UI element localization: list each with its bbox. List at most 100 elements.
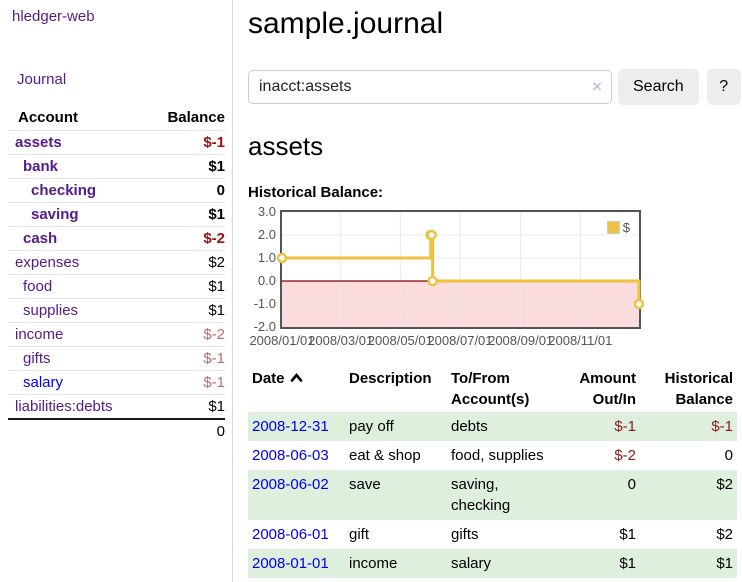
transaction-accounts: food, supplies <box>451 447 544 464</box>
chart-plot-area: $ <box>276 210 645 329</box>
column-header-description[interactable]: Description <box>349 370 432 387</box>
account-row-bank: bank $1 <box>8 154 225 179</box>
transaction-description: income <box>349 555 398 572</box>
accounts-column-header: Account <box>18 109 78 126</box>
date-header-label: Date <box>252 370 285 387</box>
search-form: × Search ? <box>248 69 742 105</box>
account-link-bank[interactable]: bank <box>23 158 59 175</box>
account-balance: 0 <box>147 178 225 203</box>
register-header-row: Date Description To/From Account(s) Amou… <box>248 366 737 412</box>
account-balance: $1 <box>147 298 225 323</box>
account-link-cash[interactable]: cash <box>23 230 58 247</box>
register-row: 2008-06-03 eat & shop food, supplies $-2… <box>248 441 737 470</box>
column-header-accounts[interactable]: To/From Account(s) <box>451 370 530 408</box>
account-row-food: food $1 <box>8 274 225 299</box>
main-content: sample.journal × Search ? assets Histori… <box>234 0 742 578</box>
transaction-description: gift <box>349 526 370 543</box>
account-balance: $-1 <box>147 346 225 371</box>
account-link-assets[interactable]: assets <box>15 134 62 151</box>
account-row-salary: salary $-1 <box>8 370 225 395</box>
app-brand-link[interactable]: hledger-web <box>12 8 95 25</box>
register-row: 2008-06-01 gift gifts $1 $2 <box>248 520 737 549</box>
transaction-description: save <box>349 476 381 493</box>
historical-balance-chart: 3.0 2.0 1.0 0.0 -1.0 -2.0 $ 2008/01/01 2008/03… <box>248 205 648 350</box>
sidebar: hledger-web Journal Account Balance asse… <box>0 0 233 582</box>
transaction-amount: $-1 <box>614 418 636 435</box>
y-tick-label: 3.0 <box>257 204 276 219</box>
account-balance: $2 <box>147 250 225 275</box>
account-link-expenses[interactable]: expenses <box>15 254 80 271</box>
account-balance: $-1 <box>147 370 225 395</box>
transaction-amount: 0 <box>627 476 636 493</box>
account-balance: $-2 <box>147 226 225 251</box>
account-page-title: assets <box>248 131 324 161</box>
account-row-expenses: expenses $2 <box>8 250 225 275</box>
x-tick-label: 2008/03/01 <box>308 333 374 348</box>
account-link-saving[interactable]: saving <box>31 206 79 223</box>
balance-column-header: Balance <box>167 109 225 126</box>
account-link-liabilities-debts[interactable]: liabilities:debts <box>15 398 113 415</box>
account-balance: $1 <box>147 394 225 419</box>
column-header-amount[interactable]: Amount Out/In <box>579 370 636 408</box>
transaction-balance: $-1 <box>711 418 733 435</box>
x-tick-label: 2008/11/01 <box>548 333 613 348</box>
accounts-tree-table: Account Balance assets $-1 bank $1 check… <box>8 105 225 443</box>
account-link-gifts[interactable]: gifts <box>23 350 51 367</box>
page-title: sample.journal <box>248 7 444 40</box>
account-row-saving: saving $1 <box>8 202 225 227</box>
search-box: × <box>248 70 612 104</box>
account-balance: $1 <box>147 274 225 299</box>
transaction-amount: $1 <box>619 555 636 572</box>
account-row-assets: assets $-1 <box>8 130 225 155</box>
transaction-date-link[interactable]: 2008-01-01 <box>252 555 329 572</box>
account-link-checking[interactable]: checking <box>31 182 97 199</box>
transaction-date-link[interactable]: 2008-06-01 <box>252 526 329 543</box>
account-row-checking: checking 0 <box>8 178 225 203</box>
register-row: 2008-01-01 income salary $1 $1 <box>248 549 737 578</box>
register-table: Date Description To/From Account(s) Amou… <box>248 366 737 578</box>
account-link-salary[interactable]: salary <box>23 374 64 391</box>
account-balance: $1 <box>147 154 225 179</box>
x-tick-label: 2008/05/01 <box>367 333 433 348</box>
transaction-balance: $2 <box>716 526 733 543</box>
transaction-accounts: debts <box>451 418 488 435</box>
account-balance: $-2 <box>147 322 225 347</box>
account-link-food[interactable]: food <box>23 278 53 295</box>
accounts-total-balance: 0 <box>147 418 225 443</box>
transaction-balance: $1 <box>716 555 733 572</box>
y-tick-label: -2.0 <box>253 319 276 334</box>
column-header-balance[interactable]: Historical Balance <box>664 370 733 408</box>
transaction-amount: $-2 <box>614 447 636 464</box>
clear-search-icon[interactable]: × <box>592 77 602 96</box>
transaction-description: pay off <box>349 418 394 435</box>
transaction-date-link[interactable]: 2008-12-31 <box>252 418 329 435</box>
accounts-total-row: 0 <box>8 418 225 443</box>
transaction-date-link[interactable]: 2008-06-03 <box>252 447 329 464</box>
legend-label: $ <box>622 220 630 235</box>
account-row-cash: cash $-2 <box>8 226 225 251</box>
chart-legend: $ <box>604 219 632 236</box>
y-tick-label: 0.0 <box>257 273 276 288</box>
help-button[interactable]: ? <box>706 69 741 105</box>
transaction-accounts: salary <box>451 555 492 572</box>
account-link-income[interactable]: income <box>15 326 64 343</box>
search-input[interactable] <box>248 70 612 104</box>
account-row-gifts: gifts $-1 <box>8 346 225 371</box>
register-row: 2008-06-02 save saving, checking 0 $2 <box>248 470 737 520</box>
sort-ascending-icon <box>290 372 302 382</box>
search-button[interactable]: Search <box>618 69 699 105</box>
transaction-accounts: gifts <box>451 526 479 543</box>
x-tick-label: 2008/09/01 <box>488 333 554 348</box>
account-link-supplies[interactable]: supplies <box>23 302 79 319</box>
transaction-date-link[interactable]: 2008-06-02 <box>252 476 329 493</box>
register-row: 2008-12-31 pay off debts $-1 $-1 <box>248 412 737 441</box>
y-tick-label: 1.0 <box>257 250 276 265</box>
transaction-amount: $1 <box>619 526 636 543</box>
sidebar-item-journal[interactable]: Journal <box>17 71 67 88</box>
chart-section-label: Historical Balance: <box>248 184 384 201</box>
column-header-date[interactable]: Date <box>248 366 345 412</box>
transaction-accounts: saving, checking <box>451 476 511 514</box>
x-tick-label: 2008/01/01 <box>249 333 315 348</box>
transaction-description: eat & shop <box>349 447 421 464</box>
y-tick-label: -1.0 <box>253 296 276 311</box>
